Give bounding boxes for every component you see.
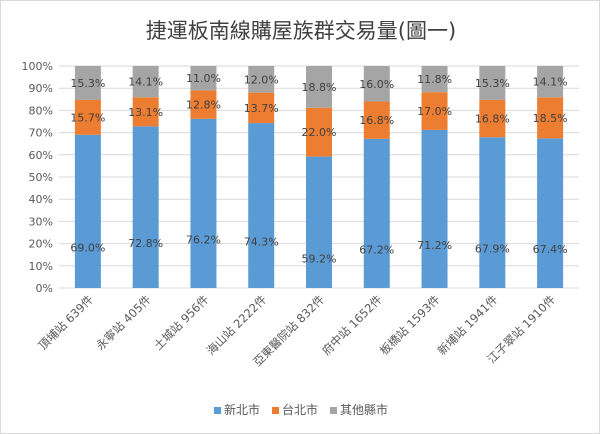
data-label: 16.8% <box>359 114 394 127</box>
bar-segment <box>190 66 217 91</box>
legend-swatch <box>213 407 221 414</box>
y-tick-label: 60% <box>29 149 53 162</box>
chart-title: 捷運板南線購屋族群交易量(圖一) <box>145 19 457 43</box>
data-label: 15.3% <box>475 77 510 90</box>
y-tick-label: 40% <box>29 193 53 206</box>
bar-segment <box>190 118 217 288</box>
data-label: 76.2% <box>186 233 221 246</box>
bar-segment <box>132 66 159 98</box>
x-tick-label: 頂埔站 639件 <box>35 292 96 353</box>
data-label: 72.8% <box>128 237 163 250</box>
bar-segment <box>421 66 448 93</box>
data-label: 16.0% <box>359 78 394 91</box>
data-label: 15.7% <box>70 111 105 124</box>
y-tick-label: 0% <box>36 282 53 295</box>
data-label: 13.1% <box>128 106 163 119</box>
data-label: 14.1% <box>533 76 568 89</box>
y-tick-label: 90% <box>29 82 53 95</box>
bar-segment <box>74 134 101 288</box>
legend-label: 新北市 <box>223 403 260 417</box>
bar-segment <box>306 66 332 108</box>
data-label: 13.7% <box>244 102 279 115</box>
data-label: 14.1% <box>128 76 163 89</box>
data-label: 67.9% <box>475 243 510 256</box>
data-label: 16.8% <box>475 113 510 126</box>
y-tick-label: 70% <box>29 127 53 140</box>
data-label: 12.8% <box>186 99 221 112</box>
x-tick-label: 永寧站 405件 <box>93 292 154 353</box>
bar-segment <box>479 137 506 288</box>
data-label: 18.8% <box>302 81 337 94</box>
data-label: 18.5% <box>533 112 568 125</box>
x-tick-label: 海山站 2222件 <box>204 292 270 358</box>
legend-label: 台北市 <box>281 403 318 417</box>
y-tick-label: 10% <box>29 260 53 273</box>
bar-segment <box>306 156 332 288</box>
bar-segment <box>132 97 159 127</box>
x-tick-label: 新埔站 1941件 <box>435 292 501 358</box>
data-label: 67.4% <box>533 243 568 256</box>
bar-segment <box>248 92 275 124</box>
data-label: 59.2% <box>302 252 337 265</box>
legend-swatch <box>271 407 279 414</box>
legend-item: 台北市 <box>271 401 318 418</box>
bar-segment <box>132 126 159 288</box>
legend-item: 新北市 <box>213 401 260 418</box>
data-label: 11.8% <box>417 73 452 86</box>
data-label: 71.2% <box>417 239 452 252</box>
bar-segment <box>537 97 564 139</box>
data-label: 17.0% <box>417 105 452 118</box>
bar-segment <box>537 66 564 98</box>
data-label: 74.3% <box>244 236 279 249</box>
bar-segment <box>74 66 101 100</box>
bar-segment <box>421 129 448 288</box>
bar-segment <box>537 138 564 288</box>
bar-segment <box>74 99 101 135</box>
data-label: 22.0% <box>302 126 337 139</box>
y-tick-label: 30% <box>29 215 53 228</box>
y-tick-label: 100% <box>22 60 53 73</box>
bar-segment <box>363 66 390 102</box>
bar-segment <box>363 138 390 288</box>
y-tick-label: 20% <box>29 238 53 251</box>
x-tick-label: 府中站 1652件 <box>319 292 385 358</box>
bar-segment <box>248 66 275 93</box>
x-tick-label: 板橋站 1593件 <box>377 292 443 358</box>
bar-segment <box>421 92 448 130</box>
x-tick-label: 土城站 956件 <box>151 292 212 353</box>
bar-segment <box>479 99 506 138</box>
legend-swatch <box>330 407 337 414</box>
data-label: 67.2% <box>359 243 394 256</box>
data-label: 12.0% <box>244 73 279 86</box>
data-label: 69.0% <box>70 241 105 254</box>
y-tick-label: 80% <box>29 104 53 117</box>
bar-segment <box>479 66 506 100</box>
bar-segment <box>306 107 332 157</box>
legend: 新北市 台北市 其他縣市 <box>1 401 599 418</box>
bar-segment <box>190 90 217 119</box>
bar-segment <box>363 101 390 139</box>
legend-item: 其他縣市 <box>330 401 388 418</box>
data-label: 11.0% <box>186 72 221 85</box>
y-tick-label: 50% <box>29 171 53 184</box>
legend-label: 其他縣市 <box>340 403 389 417</box>
bar-segment <box>248 123 275 288</box>
data-label: 15.3% <box>70 77 105 90</box>
